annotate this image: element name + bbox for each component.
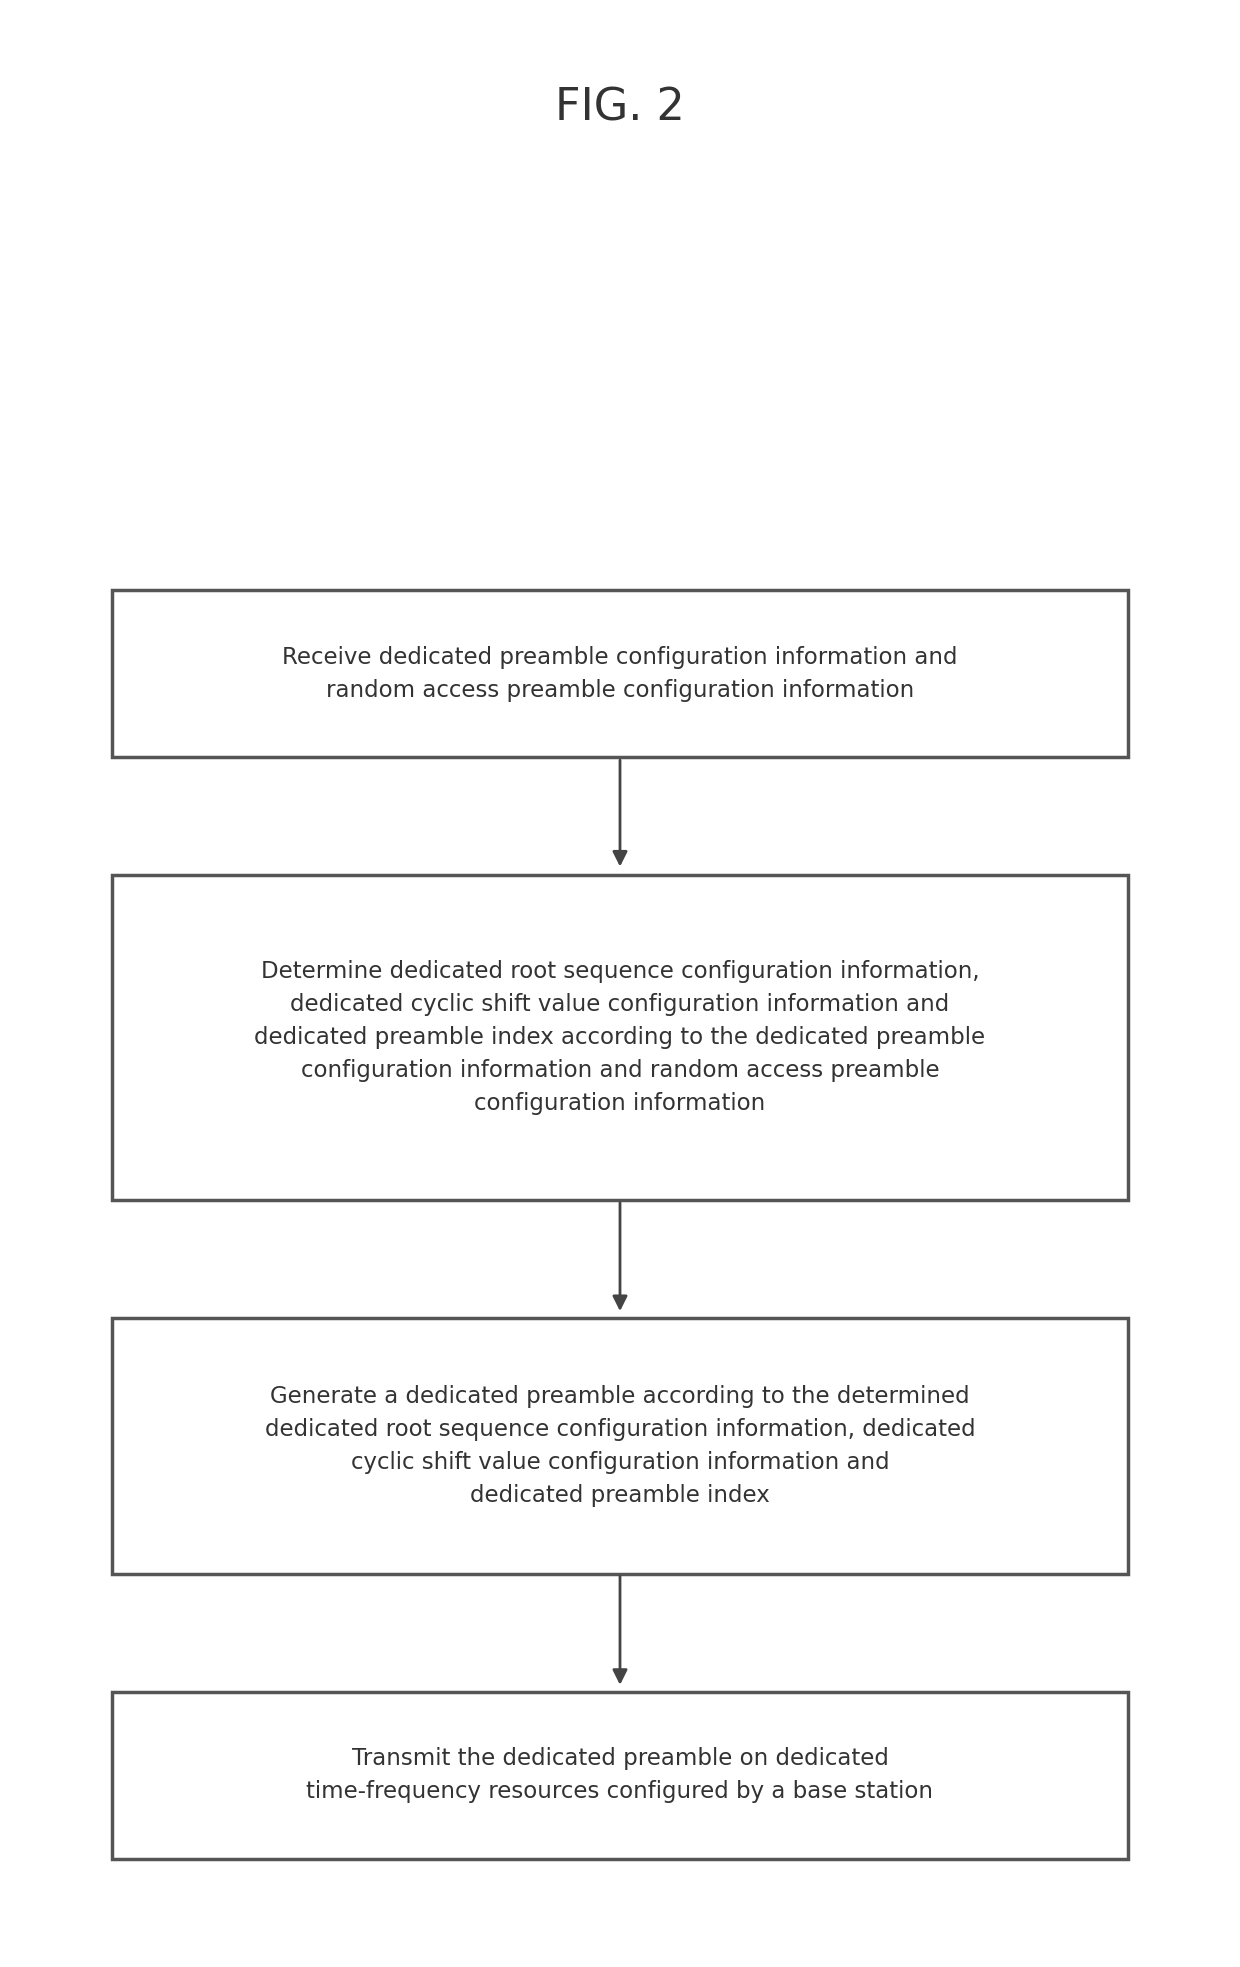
Bar	[112, 875, 1128, 1200]
Bar	[112, 1318, 1128, 1574]
Text: FIG. 2: FIG. 2	[556, 87, 684, 130]
Text: Transmit the dedicated preamble on dedicated
time-frequency resources configured: Transmit the dedicated preamble on dedic…	[306, 1747, 934, 1804]
Text: Generate a dedicated preamble according to the determined
dedicated root sequenc: Generate a dedicated preamble according …	[264, 1385, 976, 1507]
Bar	[112, 1692, 1128, 1859]
Text: Receive dedicated preamble configuration information and
random access preamble : Receive dedicated preamble configuration…	[283, 645, 957, 702]
Bar	[112, 590, 1128, 757]
Text: Determine dedicated root sequence configuration information,
dedicated cyclic sh: Determine dedicated root sequence config…	[254, 960, 986, 1115]
